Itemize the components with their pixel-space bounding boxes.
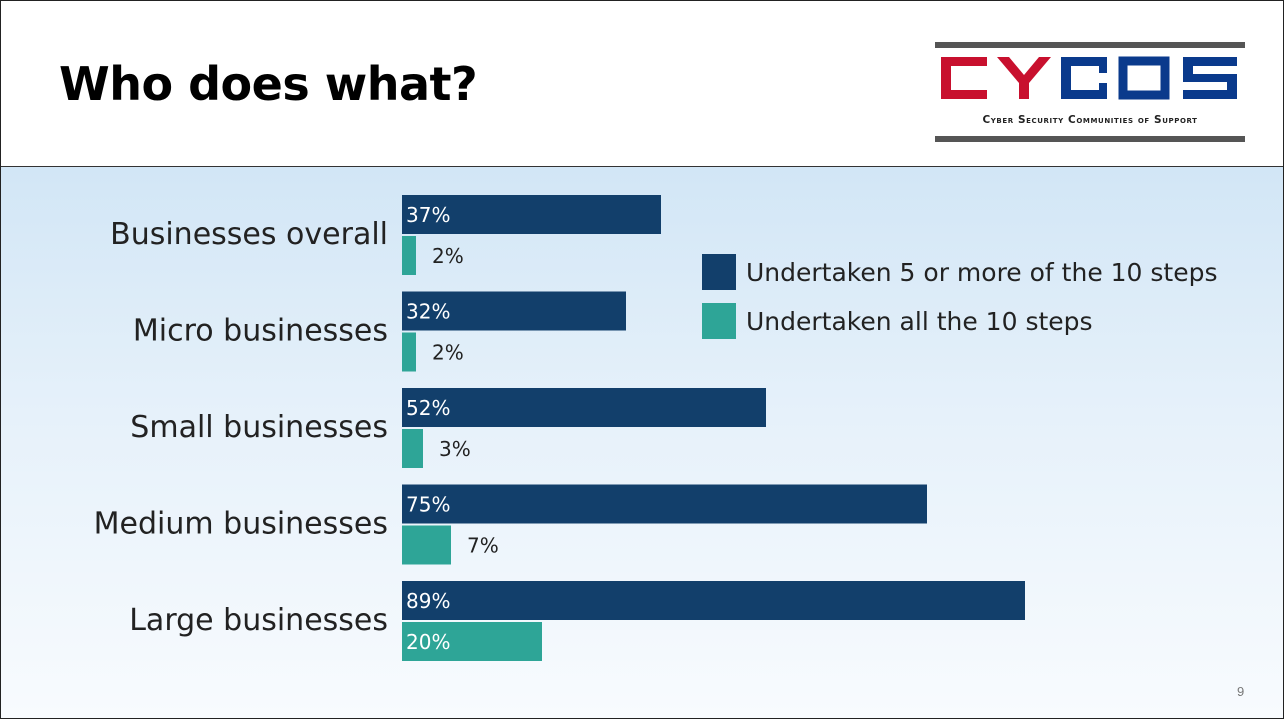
data-label: 52% (406, 396, 450, 420)
data-label: 2% (432, 244, 464, 268)
legend-label: Undertaken all the 10 steps (746, 307, 1093, 336)
cycos-logo: Cyber Security Communities of Support (935, 42, 1245, 142)
bar (402, 622, 542, 661)
category-label: Large businesses (129, 603, 388, 638)
bar (402, 484, 927, 524)
page-number: 9 (1237, 684, 1245, 699)
bar (402, 429, 423, 468)
data-label: 75% (406, 493, 450, 517)
legend-swatch (702, 254, 736, 290)
data-label: 37% (406, 203, 450, 227)
bar (402, 236, 416, 275)
slide-title: Who does what? (59, 57, 478, 111)
data-label: 7% (467, 534, 499, 558)
logo-tagline: Cyber Security Communities of Support (982, 114, 1197, 126)
bar (402, 525, 451, 565)
bar (402, 388, 766, 427)
bar-chart: Businesses overall 37% 2% Micro businesses 3… (94, 195, 1218, 661)
legend-swatch (702, 303, 736, 339)
data-label: 2% (432, 341, 464, 365)
data-label: 32% (406, 300, 450, 324)
category-label: Medium businesses (94, 507, 388, 542)
data-label: 3% (439, 437, 471, 461)
chart-area: Businesses overall 37% 2% Micro businesses 3… (1, 167, 1283, 718)
slide-header: Who does what? (1, 1, 1283, 167)
category-label: Small businesses (130, 410, 388, 445)
category-label: Businesses overall (110, 217, 388, 252)
bar (402, 195, 661, 234)
category-label: Micro businesses (133, 314, 388, 349)
bar (402, 291, 626, 331)
bar (402, 332, 416, 372)
data-label: 20% (406, 630, 450, 654)
bar (402, 581, 1025, 620)
data-label: 89% (406, 589, 450, 613)
legend-label: Undertaken 5 or more of the 10 steps (746, 258, 1218, 287)
